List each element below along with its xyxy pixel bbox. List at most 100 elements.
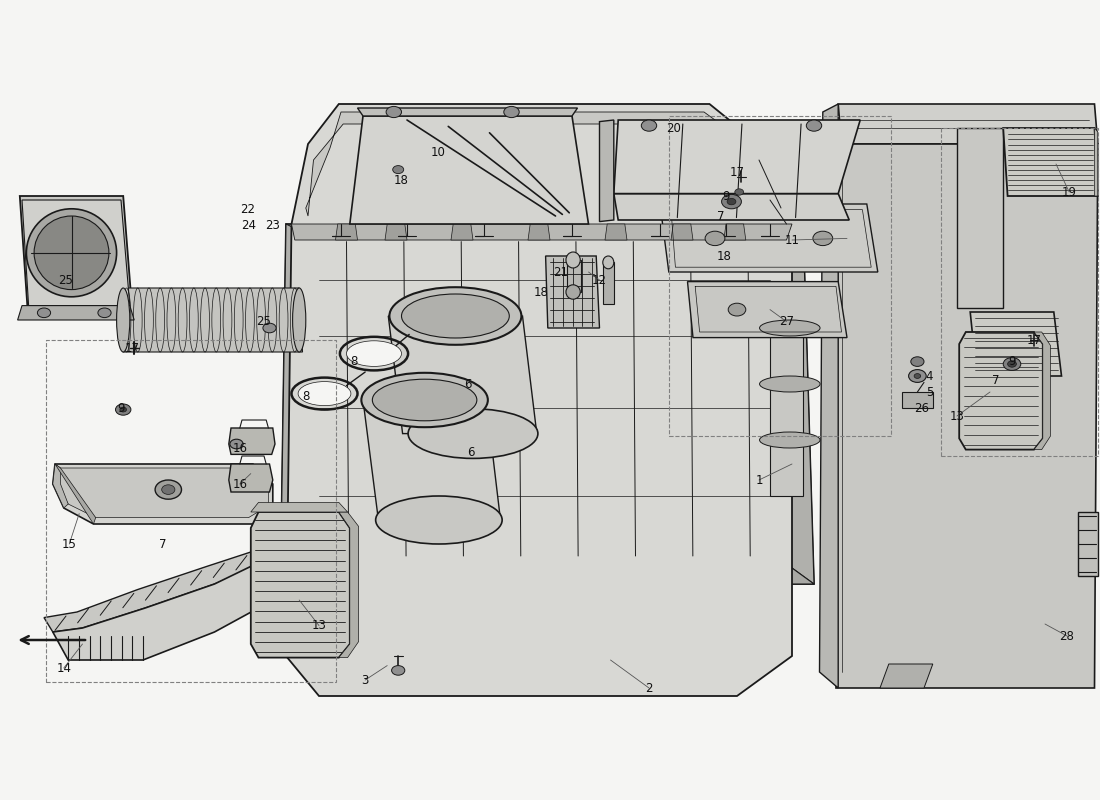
Polygon shape xyxy=(229,464,273,492)
Text: 18: 18 xyxy=(716,250,732,262)
Text: 14: 14 xyxy=(56,662,72,674)
Circle shape xyxy=(162,485,175,494)
Circle shape xyxy=(504,106,519,118)
Text: 21: 21 xyxy=(553,266,569,278)
Text: 8: 8 xyxy=(302,390,309,402)
Circle shape xyxy=(263,323,276,333)
Text: 26: 26 xyxy=(914,402,929,414)
Ellipse shape xyxy=(389,287,521,345)
Polygon shape xyxy=(1034,332,1050,450)
Ellipse shape xyxy=(376,496,502,544)
Circle shape xyxy=(705,231,725,246)
Ellipse shape xyxy=(408,409,538,458)
Polygon shape xyxy=(902,392,933,408)
Polygon shape xyxy=(388,316,537,434)
Text: 8: 8 xyxy=(351,355,358,368)
Text: 9: 9 xyxy=(118,402,124,414)
Circle shape xyxy=(230,439,243,449)
Polygon shape xyxy=(959,332,1043,450)
Text: 25: 25 xyxy=(256,315,272,328)
Polygon shape xyxy=(229,428,275,454)
Polygon shape xyxy=(20,196,132,308)
Polygon shape xyxy=(838,104,1098,144)
Polygon shape xyxy=(957,128,1003,308)
Circle shape xyxy=(722,194,741,209)
Text: 7: 7 xyxy=(717,210,724,222)
Ellipse shape xyxy=(372,379,477,421)
Circle shape xyxy=(909,370,926,382)
Bar xyxy=(46,340,336,682)
Text: 24: 24 xyxy=(241,219,256,232)
Polygon shape xyxy=(251,512,350,658)
Polygon shape xyxy=(600,120,614,222)
Text: 2: 2 xyxy=(646,682,652,694)
Polygon shape xyxy=(614,194,849,220)
Bar xyxy=(669,116,891,436)
Text: 7: 7 xyxy=(160,538,166,550)
Polygon shape xyxy=(1094,128,1098,196)
Circle shape xyxy=(386,106,402,118)
Text: 6: 6 xyxy=(468,446,474,458)
Circle shape xyxy=(98,308,111,318)
Text: 7: 7 xyxy=(992,374,999,386)
Circle shape xyxy=(727,198,736,205)
Text: 17: 17 xyxy=(124,342,140,354)
Bar xyxy=(940,128,1098,456)
Text: 17: 17 xyxy=(1026,334,1042,346)
Text: 17: 17 xyxy=(729,166,745,178)
Text: 11: 11 xyxy=(784,234,800,246)
Polygon shape xyxy=(119,288,303,352)
Circle shape xyxy=(813,231,833,246)
Circle shape xyxy=(735,189,744,195)
Polygon shape xyxy=(292,224,792,240)
Polygon shape xyxy=(53,464,68,508)
Text: 13: 13 xyxy=(311,619,327,632)
Polygon shape xyxy=(310,240,781,560)
Polygon shape xyxy=(836,144,1098,688)
Text: 1: 1 xyxy=(756,474,762,486)
Text: 5: 5 xyxy=(926,386,933,398)
Polygon shape xyxy=(385,224,407,240)
Circle shape xyxy=(1008,361,1016,367)
Polygon shape xyxy=(55,464,96,524)
Ellipse shape xyxy=(759,376,820,392)
Text: 3: 3 xyxy=(362,674,369,686)
Polygon shape xyxy=(280,224,814,584)
Polygon shape xyxy=(53,464,273,524)
Circle shape xyxy=(392,666,405,675)
Circle shape xyxy=(806,120,822,131)
Circle shape xyxy=(1003,358,1021,370)
Text: 15: 15 xyxy=(62,538,77,550)
Polygon shape xyxy=(18,306,134,320)
Polygon shape xyxy=(280,560,814,584)
Text: 16: 16 xyxy=(232,442,248,454)
Text: 10: 10 xyxy=(430,146,446,158)
Text: 23: 23 xyxy=(265,219,280,232)
Text: 20: 20 xyxy=(666,122,681,134)
Polygon shape xyxy=(339,512,359,658)
Circle shape xyxy=(641,120,657,131)
Polygon shape xyxy=(280,224,319,584)
Text: 25: 25 xyxy=(58,274,74,286)
Ellipse shape xyxy=(603,256,614,269)
Text: 6: 6 xyxy=(464,378,471,390)
Polygon shape xyxy=(350,116,588,224)
Ellipse shape xyxy=(26,209,117,297)
Polygon shape xyxy=(880,664,933,688)
Ellipse shape xyxy=(34,216,109,290)
Circle shape xyxy=(911,357,924,366)
Text: 19: 19 xyxy=(1062,186,1077,198)
Text: 18: 18 xyxy=(534,286,549,298)
Polygon shape xyxy=(770,224,814,584)
Text: 13: 13 xyxy=(949,410,965,422)
Ellipse shape xyxy=(361,373,488,427)
Polygon shape xyxy=(1003,128,1098,196)
Text: 9: 9 xyxy=(723,190,729,202)
Ellipse shape xyxy=(759,320,820,336)
Ellipse shape xyxy=(759,432,820,448)
Ellipse shape xyxy=(298,382,351,406)
Circle shape xyxy=(914,374,921,378)
Circle shape xyxy=(116,404,131,415)
Polygon shape xyxy=(688,282,847,338)
Polygon shape xyxy=(363,400,500,520)
